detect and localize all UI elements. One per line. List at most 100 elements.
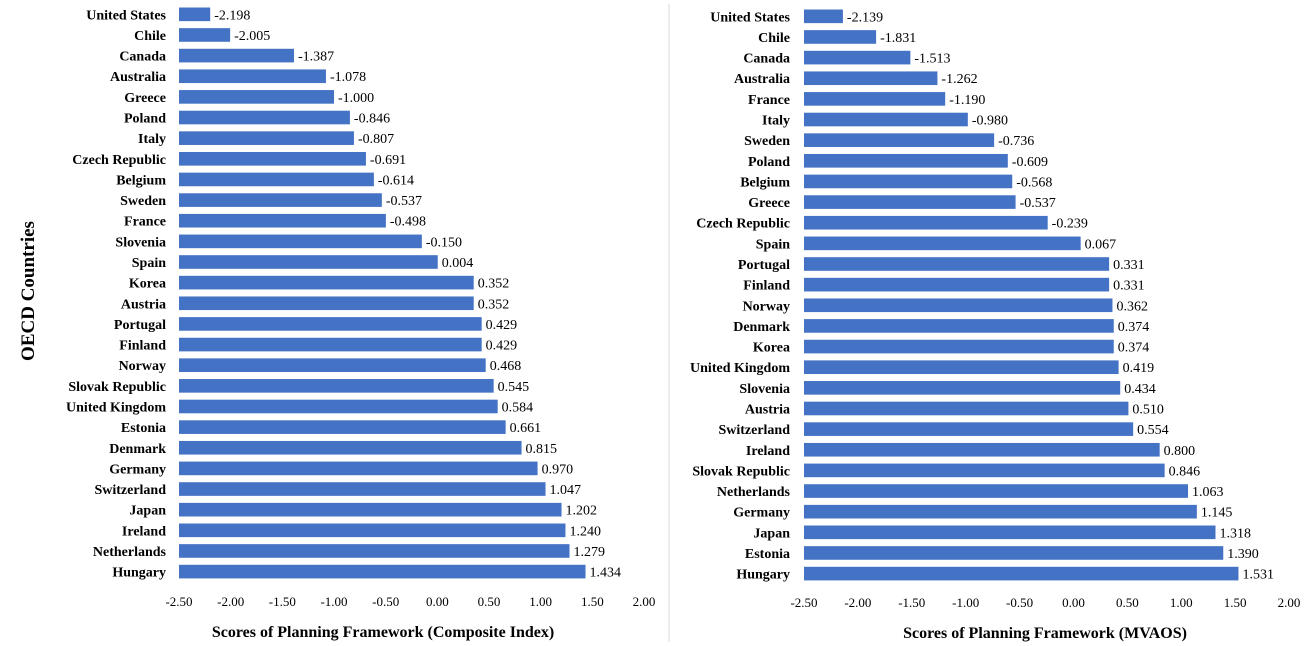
- bar: [179, 131, 354, 145]
- bar: [179, 255, 438, 269]
- x-tick-label: 0.00: [1062, 595, 1085, 610]
- bar: [179, 90, 334, 104]
- data-label: 0.554: [1137, 423, 1169, 438]
- bar: [179, 110, 350, 125]
- bar: [804, 442, 1160, 457]
- bar: [804, 153, 1008, 168]
- bar: [179, 296, 474, 311]
- category-label: Chile: [134, 29, 166, 44]
- data-label: 0.510: [1132, 402, 1164, 417]
- x-tick-label: -2.00: [217, 594, 244, 609]
- data-label: -0.537: [1020, 196, 1056, 211]
- data-label: 0.434: [1124, 382, 1156, 397]
- bar: [804, 257, 1110, 271]
- category-label: United Kingdom: [66, 400, 166, 415]
- category-label: Denmark: [109, 442, 166, 457]
- x-tick-label: 0.00: [426, 594, 449, 609]
- data-label: 1.390: [1227, 547, 1259, 562]
- category-label: Denmark: [733, 320, 790, 335]
- data-label: 1.279: [573, 545, 605, 560]
- bar: [179, 28, 231, 42]
- category-label: Estonia: [745, 547, 790, 562]
- data-label: 0.352: [478, 297, 510, 312]
- bar: [179, 502, 562, 517]
- bar: [179, 151, 366, 166]
- category-label: Poland: [748, 155, 790, 170]
- data-label: 1.047: [550, 483, 582, 498]
- data-label: 1.434: [590, 566, 622, 581]
- bar: [179, 564, 586, 579]
- category-label: Ireland: [746, 444, 790, 459]
- category-label: Spain: [756, 237, 790, 252]
- category-label: Portugal: [114, 318, 166, 333]
- category-label: Japan: [753, 526, 790, 541]
- bar: [179, 523, 566, 538]
- data-label: 0.429: [486, 339, 518, 354]
- bar: [804, 195, 1016, 209]
- category-label: Switzerland: [718, 423, 790, 438]
- bar: [804, 133, 995, 147]
- category-label: Sweden: [744, 134, 790, 149]
- x-tick-label: 0.50: [478, 594, 501, 609]
- category-label: Estonia: [121, 421, 166, 436]
- chart-mvaos: United States -2.139 Chile -1.831 Canada -1.5…: [690, 9, 1301, 642]
- data-label: 1.145: [1201, 506, 1233, 521]
- data-label: -1.190: [949, 93, 985, 108]
- data-label: -1.513: [914, 52, 950, 67]
- category-label: Hungary: [112, 566, 166, 581]
- x-tick-label: -1.50: [269, 594, 296, 609]
- category-label: Switzerland: [94, 483, 166, 498]
- bar: [804, 546, 1224, 560]
- category-label: France: [748, 93, 790, 108]
- data-label: -0.614: [378, 173, 414, 188]
- data-label: 0.331: [1113, 279, 1145, 294]
- x-tick-label: -2.50: [790, 595, 817, 610]
- x-tick-label: 0.50: [1116, 595, 1139, 610]
- data-label: -0.807: [358, 132, 394, 147]
- data-label: -0.736: [998, 134, 1034, 149]
- bar: [179, 420, 506, 434]
- x-tick-label: -1.00: [952, 595, 979, 610]
- category-label: Germany: [109, 462, 166, 477]
- bar: [179, 399, 498, 414]
- x-axis-title: Scores of Planning Framework (MVAOS): [903, 625, 1187, 642]
- x-tick-label: 2.00: [1278, 595, 1301, 610]
- bar: [179, 48, 295, 63]
- data-label: 1.063: [1192, 485, 1224, 500]
- category-label: Canada: [743, 52, 790, 67]
- bar: [804, 50, 911, 65]
- category-label: Austria: [745, 402, 790, 417]
- category-label: Spain: [132, 256, 166, 271]
- category-label: United States: [86, 8, 166, 23]
- category-label: Germany: [733, 506, 790, 521]
- category-label: Japan: [129, 504, 166, 519]
- data-label: 0.362: [1116, 299, 1148, 314]
- data-label: -0.537: [386, 194, 422, 209]
- bar: [179, 461, 538, 476]
- data-label: -0.150: [426, 235, 462, 250]
- data-label: -2.198: [214, 8, 250, 23]
- category-label: United States: [710, 10, 790, 25]
- data-label: -2.005: [234, 29, 270, 44]
- bar: [179, 337, 482, 352]
- category-label: Poland: [124, 112, 166, 127]
- data-label: -0.846: [354, 112, 390, 127]
- bar: [804, 112, 968, 127]
- bar: [179, 7, 211, 22]
- bar: [179, 358, 486, 373]
- category-label: United Kingdom: [690, 361, 790, 376]
- bar: [804, 174, 1013, 189]
- bar: [804, 381, 1121, 395]
- bar: [179, 379, 494, 393]
- category-label: Slovenia: [115, 235, 166, 250]
- bar: [804, 30, 877, 44]
- category-label: Slovak Republic: [692, 464, 790, 479]
- category-label: Slovak Republic: [68, 380, 166, 395]
- data-label: 0.331: [1113, 258, 1145, 273]
- bar: [804, 360, 1119, 375]
- bar: [804, 71, 938, 86]
- data-label: -1.387: [298, 50, 334, 65]
- data-label: 0.067: [1085, 237, 1117, 252]
- bar: [804, 422, 1134, 436]
- data-label: 1.318: [1219, 526, 1251, 541]
